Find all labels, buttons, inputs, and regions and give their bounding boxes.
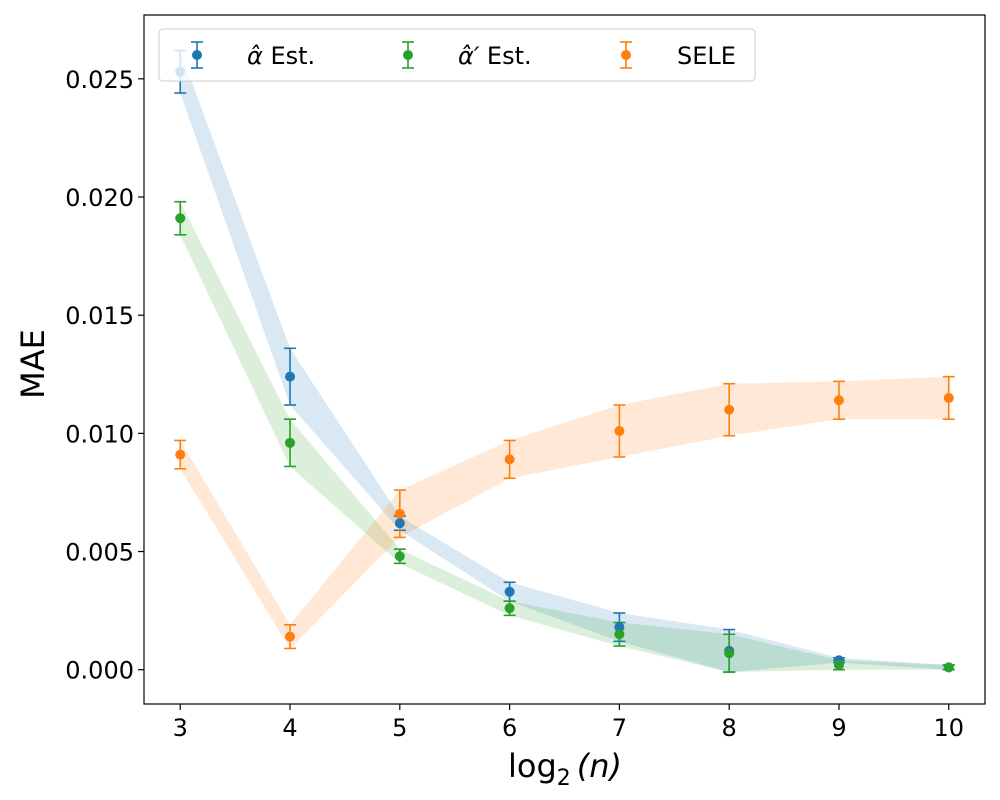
point-sele-7: [614, 426, 625, 436]
x-axis-title: log2 (n): [508, 747, 622, 791]
point-alpha-hat-prime-3: [175, 213, 186, 224]
y-axis-ticks: 0.000 0.005 0.010 0.015 0.020 0.025: [65, 66, 144, 685]
point-sele-10: [943, 392, 954, 403]
y-tick-label: 0.000: [65, 657, 134, 685]
legend-item-alpha-hat: α̂ Est.: [191, 41, 315, 70]
legend-label-main: α̂: [247, 42, 263, 70]
point-sele-9: [833, 395, 844, 406]
x-tick-label: 3: [173, 714, 188, 742]
data-points: [175, 66, 954, 673]
legend-label: SELE: [677, 42, 736, 70]
y-tick-label: 0.015: [65, 302, 134, 330]
x-axis-ticks: 3 4 5 6 7 8 9 10: [173, 704, 964, 742]
legend-item-sele: SELE: [620, 41, 736, 70]
legend-frame: [158, 28, 756, 82]
point-alpha-hat-prime-7: [614, 629, 625, 640]
y-tick-label: 0.020: [65, 184, 134, 212]
x-tick-label: 9: [831, 714, 846, 742]
point-alpha-hat-prime-8: [724, 648, 735, 659]
x-tick-label: 10: [933, 714, 964, 742]
x-axis-title-subscript: 2: [557, 766, 571, 791]
legend: α̂ Est. α̂′ Est. SELE: [158, 28, 756, 82]
point-alpha-hat-prime-5: [394, 551, 405, 562]
point-alpha-hat-prime-4: [285, 437, 296, 448]
x-tick-label: 5: [392, 714, 407, 742]
x-tick-label: 4: [282, 714, 297, 742]
point-alpha-hat-7: [614, 622, 625, 633]
plot-frame: [143, 14, 986, 705]
point-alpha-hat-6: [504, 586, 515, 597]
y-tick-label: 0.005: [65, 539, 134, 567]
legend-label-suffix: Est.: [263, 42, 315, 70]
confidence-bands: [180, 50, 949, 673]
y-tick-label: 0.010: [65, 420, 134, 448]
point-sele-6: [504, 454, 515, 465]
legend-label-suffix: Est.: [479, 42, 531, 70]
legend-label-main: SELE: [677, 42, 736, 70]
point-alpha-hat-prime-6: [504, 603, 515, 614]
legend-marker-dot: [192, 50, 202, 60]
point-sele-3: [175, 449, 186, 460]
point-sele-4: [285, 631, 296, 642]
y-tick-label: 0.025: [65, 66, 134, 94]
legend-label: α̂′ Est.: [458, 42, 532, 70]
band-alpha-hat: [180, 50, 949, 673]
legend-item-alpha-hat-prime: α̂′ Est.: [402, 41, 532, 70]
x-axis-title-log: log: [508, 747, 557, 785]
y-axis-title: MAE: [14, 329, 52, 399]
point-alpha-hat-5: [394, 518, 405, 529]
point-alpha-hat-prime-9: [833, 660, 844, 670]
x-tick-label: 8: [722, 714, 737, 742]
x-axis-title-argument: (n): [577, 747, 622, 785]
legend-marker-dot: [621, 50, 631, 60]
point-alpha-hat-4: [285, 371, 296, 382]
point-alpha-hat-prime-10: [943, 662, 954, 673]
x-tick-label: 7: [612, 714, 627, 742]
legend-marker-dot: [403, 50, 413, 60]
legend-label: α̂ Est.: [247, 42, 315, 70]
band-sele: [180, 376, 949, 649]
legend-label-main: α̂′: [458, 42, 480, 70]
point-sele-5: [394, 508, 405, 519]
x-tick-label: 6: [502, 714, 517, 742]
point-sele-8: [724, 404, 735, 415]
